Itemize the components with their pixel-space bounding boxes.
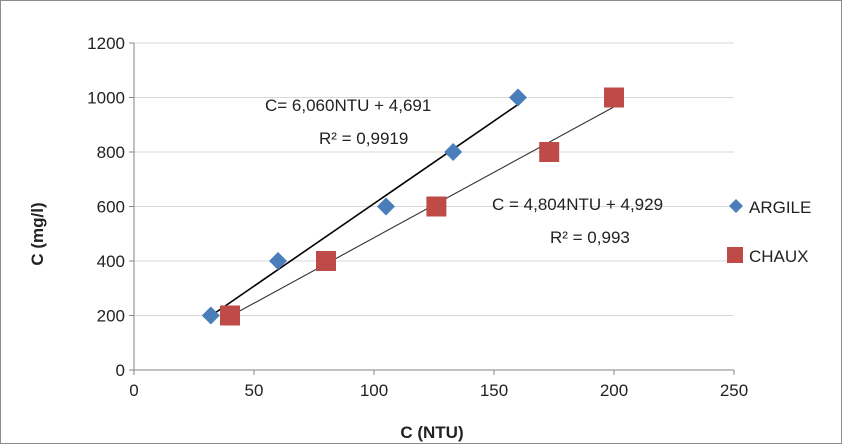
chaux-r2-label: R² = 0,993 <box>550 228 630 247</box>
x-tick-label: 200 <box>600 381 628 400</box>
trendline-argile <box>210 103 519 317</box>
legend-marker-chaux <box>727 247 743 263</box>
x-axis-title: C (NTU) <box>400 423 463 442</box>
x-tick-label: 50 <box>245 381 264 400</box>
data-point-chaux <box>220 305 240 326</box>
y-tick-label: 1000 <box>87 89 125 108</box>
data-point-chaux <box>316 251 336 271</box>
x-tick-label: 100 <box>360 381 388 400</box>
data-point-chaux <box>426 196 447 217</box>
data-point-layer <box>201 87 624 326</box>
legend: ARGILE CHAUX <box>727 198 811 266</box>
y-tick-label: 200 <box>97 307 125 326</box>
argile-equation-label: C= 6,060NTU + 4,691 <box>265 96 431 115</box>
data-point-argile <box>377 197 395 216</box>
data-point-chaux <box>604 87 624 108</box>
chaux-equation-label: C = 4,804NTU + 4,929 <box>492 195 663 214</box>
data-point-argile <box>444 143 463 161</box>
x-tick-label: 250 <box>720 381 748 400</box>
legend-label-chaux: CHAUX <box>749 247 809 266</box>
data-point-argile <box>201 306 220 325</box>
trendline-layer <box>210 103 615 317</box>
data-point-chaux <box>539 142 560 162</box>
y-axis-title: C (mg/l) <box>28 202 47 265</box>
data-point-argile <box>269 252 287 270</box>
trendline-chaux <box>229 106 615 317</box>
legend-marker-argile <box>729 199 743 213</box>
x-tick-label: 0 <box>129 381 138 400</box>
y-tick-label: 1200 <box>87 34 125 53</box>
y-tick-label: 400 <box>97 252 125 271</box>
y-tick-label: 800 <box>97 143 125 162</box>
axis-layer: 0 200 400 600 800 1000 1200 0 50 100 150 200 250 <box>87 34 748 400</box>
y-tick-label: 0 <box>116 361 125 380</box>
argile-r2-label: R² = 0,9919 <box>319 129 408 148</box>
legend-label-argile: ARGILE <box>749 198 811 217</box>
x-tick-label: 150 <box>480 381 508 400</box>
y-tick-label: 600 <box>97 198 125 217</box>
grid-layer <box>134 42 734 316</box>
data-point-argile <box>509 88 527 107</box>
